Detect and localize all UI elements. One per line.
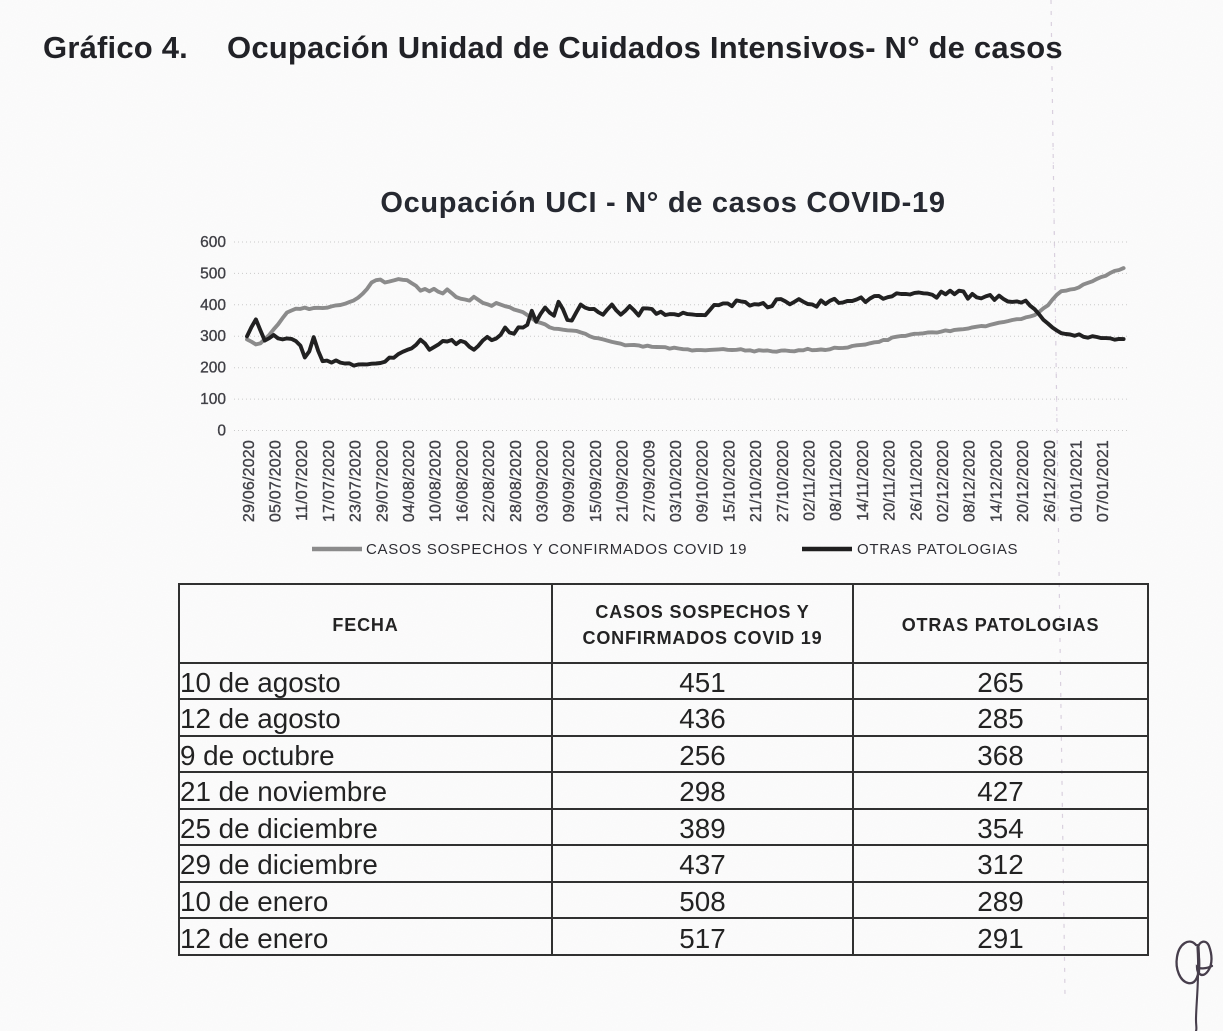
svg-text:100: 100 [200, 391, 226, 408]
svg-text:27/10/2020: 27/10/2020 [775, 440, 792, 522]
svg-text:22/08/2020: 22/08/2020 [481, 440, 498, 522]
svg-text:600: 600 [200, 234, 226, 251]
svg-text:400: 400 [200, 297, 226, 314]
svg-text:14/11/2020: 14/11/2020 [855, 440, 872, 521]
svg-text:09/09/2020: 09/09/2020 [561, 440, 578, 522]
svg-text:02/11/2020: 02/11/2020 [802, 440, 819, 521]
svg-text:Ocupación UCI - N° de casos CO: Ocupación UCI - N° de casos COVID-19 [380, 187, 945, 219]
svg-text:26/11/2020: 26/11/2020 [908, 440, 925, 521]
svg-text:03/10/2020: 03/10/2020 [668, 440, 685, 522]
svg-text:20/12/2020: 20/12/2020 [1015, 440, 1032, 522]
svg-text:27/09/2009: 27/09/2009 [641, 440, 658, 522]
svg-text:200: 200 [200, 360, 226, 377]
svg-text:28/08/2020: 28/08/2020 [508, 440, 525, 522]
svg-text:300: 300 [200, 328, 226, 345]
svg-text:500: 500 [200, 265, 226, 282]
svg-text:CASOS SOSPECHOS Y CONFIRMADOS: CASOS SOSPECHOS Y CONFIRMADOS COVID 19 [366, 541, 747, 558]
svg-text:09/10/2020: 09/10/2020 [695, 440, 712, 522]
svg-text:0: 0 [217, 423, 226, 440]
svg-text:02/12/2020: 02/12/2020 [935, 440, 952, 522]
svg-text:07/01/2021: 07/01/2021 [1095, 440, 1112, 522]
svg-text:21/10/2020: 21/10/2020 [748, 440, 765, 522]
svg-text:10/08/2020: 10/08/2020 [428, 440, 445, 522]
svg-text:05/07/2020: 05/07/2020 [268, 440, 285, 522]
svg-text:16/08/2020: 16/08/2020 [454, 440, 471, 522]
svg-text:29/07/2020: 29/07/2020 [374, 440, 391, 522]
svg-text:26/12/2020: 26/12/2020 [1042, 440, 1059, 522]
svg-text:OTRAS PATOLOGIAS: OTRAS PATOLOGIAS [857, 541, 1018, 558]
svg-text:29/06/2020: 29/06/2020 [241, 440, 258, 522]
svg-text:15/09/2020: 15/09/2020 [588, 440, 605, 522]
svg-text:20/11/2020: 20/11/2020 [882, 440, 899, 521]
svg-text:04/08/2020: 04/08/2020 [401, 440, 418, 522]
svg-text:23/07/2020: 23/07/2020 [348, 440, 365, 522]
svg-text:21/09/2020: 21/09/2020 [615, 440, 632, 522]
svg-text:11/07/2020: 11/07/2020 [294, 440, 311, 521]
svg-text:03/09/2020: 03/09/2020 [535, 440, 552, 522]
svg-text:15/10/2020: 15/10/2020 [721, 440, 738, 522]
svg-text:08/11/2020: 08/11/2020 [828, 440, 845, 521]
svg-text:01/01/2021: 01/01/2021 [1069, 440, 1086, 522]
svg-text:08/12/2020: 08/12/2020 [962, 440, 979, 522]
svg-text:17/07/2020: 17/07/2020 [321, 440, 338, 522]
svg-text:14/12/2020: 14/12/2020 [988, 440, 1005, 522]
